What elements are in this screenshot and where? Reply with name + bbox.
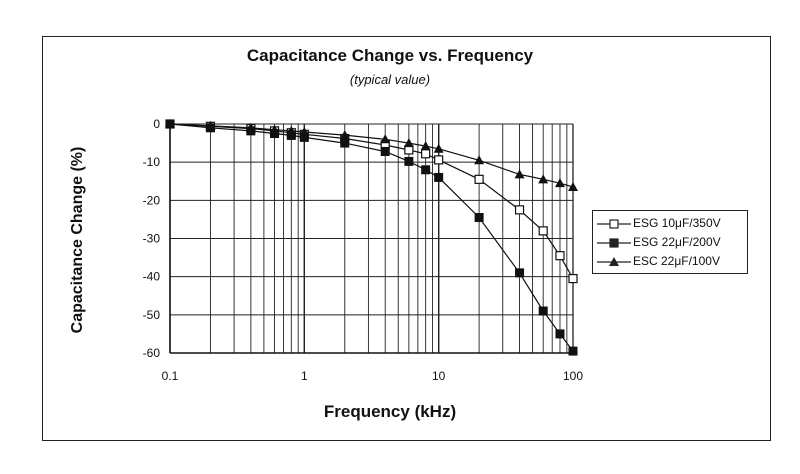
series-line bbox=[169, 123, 574, 188]
data-point-open-square bbox=[514, 205, 525, 215]
data-point-triangle bbox=[380, 134, 391, 144]
y-tick-label: 0 bbox=[153, 117, 160, 131]
data-point-open-square bbox=[568, 273, 578, 284]
legend-marker-filled-triangle bbox=[597, 257, 631, 266]
legend-label: ESC 22μF/100V bbox=[633, 254, 720, 268]
data-point-open-square bbox=[555, 251, 565, 261]
data-point-triangle bbox=[286, 125, 297, 135]
data-point-triangle bbox=[568, 181, 578, 191]
data-point-filled-square bbox=[568, 346, 578, 356]
data-point-filled-square bbox=[404, 156, 414, 166]
data-point-filled-square bbox=[515, 268, 525, 278]
data-point-filled-square bbox=[340, 138, 350, 148]
x-tick-label: 10 bbox=[432, 369, 446, 383]
data-point-triangle bbox=[554, 178, 565, 188]
data-point-triangle bbox=[205, 120, 216, 130]
y-tick-label: -60 bbox=[143, 346, 161, 360]
y-tick-label: -40 bbox=[143, 270, 161, 284]
legend-label: ESG 10μF/350V bbox=[633, 216, 721, 230]
data-point-open-square bbox=[421, 149, 431, 159]
data-point-triangle bbox=[514, 169, 525, 179]
data-point-triangle bbox=[474, 155, 485, 165]
data-point-filled-square bbox=[434, 172, 444, 182]
legend-marker-open-square bbox=[597, 219, 631, 229]
chart-title: Capacitance Change vs. Frequency bbox=[246, 46, 534, 65]
data-point-triangle bbox=[245, 122, 256, 132]
legend-marker-filled-square bbox=[597, 238, 631, 248]
data-point-filled-square bbox=[421, 165, 431, 175]
series-line bbox=[169, 123, 574, 279]
data-point-triangle bbox=[299, 127, 310, 137]
data-point-triangle bbox=[165, 119, 175, 128]
y-tick-label: -50 bbox=[143, 308, 161, 322]
data-point-triangle bbox=[403, 138, 414, 148]
data-point-triangle bbox=[433, 143, 444, 153]
legend-label: ESG 22μF/200V bbox=[633, 235, 721, 249]
data-point-open-square bbox=[404, 145, 414, 155]
data-point-open-square bbox=[538, 226, 548, 236]
data-point-filled-square bbox=[380, 146, 390, 156]
x-tick-label: 100 bbox=[563, 369, 583, 383]
data-point-filled-square bbox=[474, 213, 484, 223]
data-point-filled-square bbox=[538, 306, 548, 316]
data-point-open-square bbox=[434, 155, 444, 165]
data-point-triangle bbox=[339, 130, 350, 140]
series-line bbox=[169, 123, 574, 352]
chart-frame bbox=[42, 36, 771, 441]
legend-item: ESG 22μF/200V bbox=[593, 234, 749, 252]
legend: ESG 10μF/350V ESG 22μF/200V ESC 22μF/100… bbox=[592, 210, 748, 274]
legend-item: ESG 10μF/350V bbox=[593, 215, 749, 233]
y-tick-label: -20 bbox=[143, 193, 161, 207]
legend-item: ESC 22μF/100V bbox=[593, 253, 749, 271]
y-tick-label: -10 bbox=[143, 155, 161, 169]
x-tick-label: 0.1 bbox=[162, 369, 179, 383]
data-point-filled-square bbox=[555, 329, 565, 339]
x-tick-label: 1 bbox=[301, 369, 308, 383]
data-point-open-square bbox=[474, 174, 484, 184]
x-axis-label: Frequency (kHz) bbox=[323, 402, 457, 421]
data-point-triangle bbox=[538, 174, 549, 184]
chart-subtitle: (typical value) bbox=[349, 72, 431, 87]
y-tick-label: -30 bbox=[143, 232, 161, 246]
data-point-triangle bbox=[420, 141, 431, 151]
data-point-triangle bbox=[269, 124, 280, 134]
